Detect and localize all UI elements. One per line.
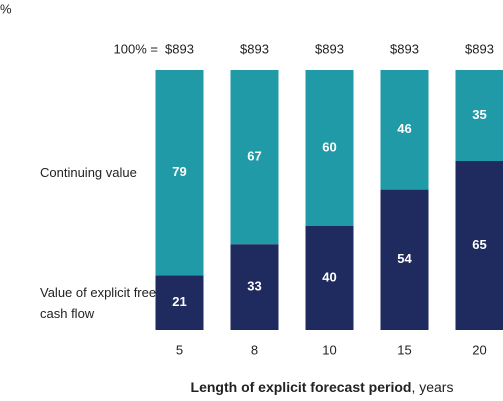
bar-segment bbox=[380, 70, 429, 190]
series-label: Continuing value bbox=[40, 165, 137, 181]
value-label: 65 bbox=[472, 237, 486, 252]
value-label: 67 bbox=[247, 149, 261, 164]
total-label: $893 bbox=[165, 41, 194, 56]
x-tick-label: 15 bbox=[397, 342, 411, 357]
series-label: Value of explicit free cash flow bbox=[40, 284, 157, 321]
bar-segment bbox=[305, 226, 354, 330]
x-tick-label: 8 bbox=[251, 342, 258, 357]
bar-segment bbox=[230, 244, 279, 330]
y-unit: % bbox=[0, 1, 12, 16]
bar-segment bbox=[455, 161, 503, 330]
bar-segment bbox=[155, 70, 204, 276]
total-label: $893 bbox=[315, 41, 344, 56]
total-label: $893 bbox=[240, 41, 269, 56]
value-label: 21 bbox=[172, 294, 186, 309]
total-label: $893 bbox=[390, 41, 419, 56]
bar-segment bbox=[305, 70, 354, 226]
bar-segment bbox=[455, 70, 503, 161]
x-tick-label: 10 bbox=[322, 342, 336, 357]
x-tick-label: 20 bbox=[472, 342, 486, 357]
value-label: 35 bbox=[472, 107, 486, 122]
x-axis-title-unit: , years bbox=[411, 379, 453, 395]
value-label: 46 bbox=[397, 121, 411, 136]
value-label: 33 bbox=[247, 279, 261, 294]
bar-segment bbox=[380, 189, 429, 330]
x-tick-label: 5 bbox=[176, 342, 183, 357]
value-label: 54 bbox=[397, 251, 412, 266]
x-axis-title: Length of explicit forecast period, year… bbox=[191, 379, 454, 395]
bar-segment bbox=[230, 70, 279, 245]
x-axis-title-main: Length of explicit forecast period bbox=[191, 379, 412, 395]
value-label: 40 bbox=[322, 269, 336, 284]
bar-segment bbox=[155, 275, 204, 330]
value-label: 79 bbox=[172, 164, 186, 179]
total-label: $893 bbox=[465, 41, 494, 56]
totals-label: 100% = bbox=[114, 41, 158, 56]
value-label: 60 bbox=[322, 139, 336, 154]
